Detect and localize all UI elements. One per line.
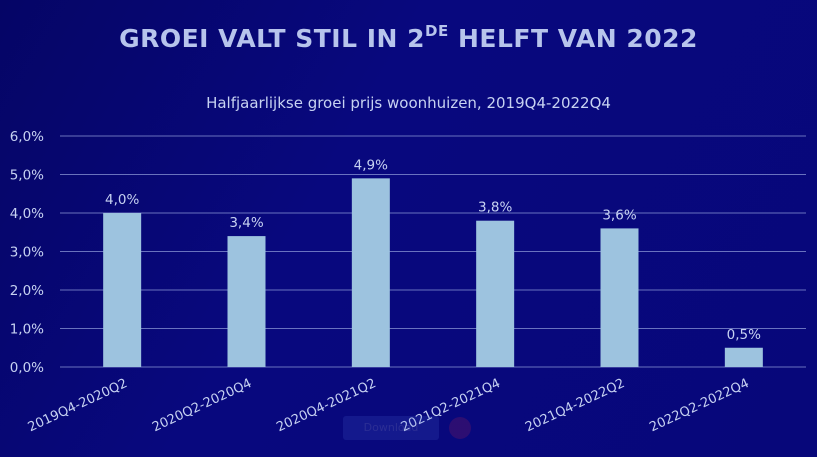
x-tick-label: 2022Q2-2022Q4 [647, 376, 751, 435]
y-tick-label: 1,0% [10, 322, 44, 338]
title-main: GROEI VALT STIL IN 2 [119, 24, 426, 53]
y-tick-label: 4,0% [10, 206, 44, 222]
bar [103, 213, 142, 367]
watermark: Download [343, 416, 483, 440]
watermark-download-label: Download [343, 416, 439, 440]
chart-subtitle: Halfjaarlijkse groei prijs woonhuizen, 2… [206, 94, 611, 112]
x-tick-label: 2019Q4-2020Q2 [26, 376, 130, 435]
bars [103, 178, 763, 367]
bar [227, 236, 266, 367]
bar [476, 220, 515, 367]
bar [600, 228, 639, 367]
data-label: 4,0% [105, 192, 139, 208]
y-axis-ticks: 0,0% 1,0% 2,0% 3,0% 4,0% 5,0% 6,0% [10, 129, 44, 376]
data-label: 3,4% [229, 215, 263, 231]
y-tick-label: 0,0% [10, 360, 44, 376]
data-label: 0,5% [727, 327, 761, 343]
title-superscript: DE [425, 22, 449, 40]
y-tick-label: 3,0% [10, 245, 44, 261]
data-label: 4,9% [354, 157, 388, 173]
data-label: 3,8% [478, 200, 512, 216]
bar [351, 178, 390, 367]
chart-title: GROEI VALT STIL IN 2DE HELFT VAN 2022 [0, 22, 817, 53]
x-tick-label: 2021Q4-2022Q2 [523, 376, 627, 435]
x-tick-label: 2020Q2-2020Q4 [150, 376, 254, 435]
data-label: 3,6% [602, 207, 636, 223]
bar [724, 347, 763, 367]
title-end: HELFT VAN 2022 [448, 24, 698, 53]
y-tick-label: 2,0% [10, 283, 44, 299]
y-tick-label: 5,0% [10, 168, 44, 184]
data-labels: 4,0% 3,4% 4,9% 3,8% 3,6% 0,5% [105, 157, 761, 342]
watermark-logo-icon [449, 417, 471, 439]
y-tick-label: 6,0% [10, 129, 44, 145]
gridlines [60, 135, 806, 368]
